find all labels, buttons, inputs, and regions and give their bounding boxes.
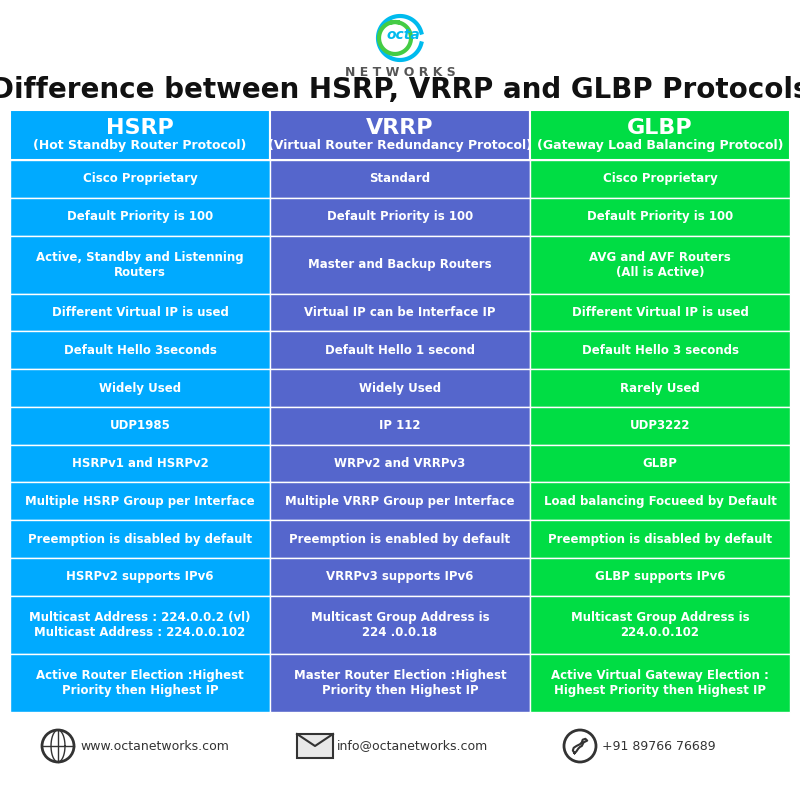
Text: Default Hello 3seconds: Default Hello 3seconds: [63, 344, 217, 357]
Text: Virtual IP can be Interface IP: Virtual IP can be Interface IP: [304, 306, 496, 319]
Text: Active Virtual Gateway Election :
Highest Priority then Highest IP: Active Virtual Gateway Election : Highes…: [551, 669, 769, 697]
FancyBboxPatch shape: [270, 160, 530, 198]
Text: Multicast Address : 224.0.0.2 (vl)
Multicast Address : 224.0.0.102: Multicast Address : 224.0.0.2 (vl) Multi…: [30, 611, 250, 639]
Text: Widely Used: Widely Used: [359, 382, 441, 394]
Text: Different Virtual IP is used: Different Virtual IP is used: [51, 306, 229, 319]
FancyBboxPatch shape: [270, 445, 530, 482]
Text: Default Priority is 100: Default Priority is 100: [67, 210, 213, 223]
Text: Load balancing Focueed by Default: Load balancing Focueed by Default: [543, 495, 777, 508]
FancyBboxPatch shape: [270, 520, 530, 558]
Text: GLBP: GLBP: [627, 118, 693, 138]
FancyBboxPatch shape: [270, 331, 530, 369]
Text: (Virtual Router Redundancy Protocol): (Virtual Router Redundancy Protocol): [268, 138, 532, 151]
Text: Cisco Proprietary: Cisco Proprietary: [602, 172, 718, 186]
FancyBboxPatch shape: [530, 110, 790, 160]
Text: Different Virtual IP is used: Different Virtual IP is used: [571, 306, 749, 319]
Text: Rarely Used: Rarely Used: [620, 382, 700, 394]
FancyBboxPatch shape: [270, 558, 530, 596]
Text: Widely Used: Widely Used: [99, 382, 181, 394]
FancyBboxPatch shape: [530, 482, 790, 520]
FancyBboxPatch shape: [297, 734, 333, 758]
Text: WRPv2 and VRRPv3: WRPv2 and VRRPv3: [334, 457, 466, 470]
Text: Multicast Group Address is
224.0.0.102: Multicast Group Address is 224.0.0.102: [570, 611, 750, 639]
Text: HSRPv1 and HSRPv2: HSRPv1 and HSRPv2: [72, 457, 208, 470]
Text: Multicast Group Address is
224 .0.0.18: Multicast Group Address is 224 .0.0.18: [310, 611, 490, 639]
FancyBboxPatch shape: [530, 558, 790, 596]
FancyBboxPatch shape: [10, 407, 270, 445]
FancyBboxPatch shape: [270, 654, 530, 712]
FancyBboxPatch shape: [530, 369, 790, 407]
FancyBboxPatch shape: [10, 558, 270, 596]
FancyBboxPatch shape: [270, 482, 530, 520]
Text: Cisco Proprietary: Cisco Proprietary: [82, 172, 198, 186]
Text: Multiple VRRP Group per Interface: Multiple VRRP Group per Interface: [286, 495, 514, 508]
Text: Default Hello 1 second: Default Hello 1 second: [325, 344, 475, 357]
FancyBboxPatch shape: [530, 445, 790, 482]
FancyBboxPatch shape: [530, 520, 790, 558]
FancyBboxPatch shape: [530, 198, 790, 235]
FancyBboxPatch shape: [10, 331, 270, 369]
Text: GLBP supports IPv6: GLBP supports IPv6: [594, 570, 726, 583]
FancyBboxPatch shape: [10, 160, 270, 198]
Text: UDP1985: UDP1985: [110, 419, 170, 432]
FancyBboxPatch shape: [270, 407, 530, 445]
FancyBboxPatch shape: [10, 482, 270, 520]
FancyBboxPatch shape: [270, 294, 530, 331]
FancyBboxPatch shape: [530, 596, 790, 654]
Text: VRRPv3 supports IPv6: VRRPv3 supports IPv6: [326, 570, 474, 583]
FancyBboxPatch shape: [530, 160, 790, 198]
FancyBboxPatch shape: [10, 235, 270, 294]
Text: VRRP: VRRP: [366, 118, 434, 138]
FancyBboxPatch shape: [270, 110, 530, 160]
Text: IP 112: IP 112: [379, 419, 421, 432]
Text: HSRPv2 supports IPv6: HSRPv2 supports IPv6: [66, 570, 214, 583]
Text: Preemption is enabled by default: Preemption is enabled by default: [290, 533, 510, 546]
FancyBboxPatch shape: [10, 520, 270, 558]
Text: N E T W O R K S: N E T W O R K S: [345, 66, 455, 79]
FancyBboxPatch shape: [10, 596, 270, 654]
Text: Default Hello 3 seconds: Default Hello 3 seconds: [582, 344, 738, 357]
Text: Difference between HSRP, VRRP and GLBP Protocols: Difference between HSRP, VRRP and GLBP P…: [0, 76, 800, 104]
FancyBboxPatch shape: [270, 235, 530, 294]
Text: Default Priority is 100: Default Priority is 100: [587, 210, 733, 223]
Text: UDP3222: UDP3222: [630, 419, 690, 432]
Text: Multiple HSRP Group per Interface: Multiple HSRP Group per Interface: [25, 495, 255, 508]
Text: info@octanetworks.com: info@octanetworks.com: [337, 739, 488, 753]
Text: Active, Standby and Listenning
Routers: Active, Standby and Listenning Routers: [36, 250, 244, 278]
FancyBboxPatch shape: [10, 369, 270, 407]
Text: +91 89766 76689: +91 89766 76689: [602, 739, 716, 753]
FancyBboxPatch shape: [530, 235, 790, 294]
FancyBboxPatch shape: [270, 596, 530, 654]
Text: www.octanetworks.com: www.octanetworks.com: [80, 739, 229, 753]
FancyBboxPatch shape: [530, 654, 790, 712]
FancyBboxPatch shape: [10, 294, 270, 331]
FancyBboxPatch shape: [530, 331, 790, 369]
Text: GLBP: GLBP: [642, 457, 678, 470]
Text: Preemption is disabled by default: Preemption is disabled by default: [28, 533, 252, 546]
Text: Master Router Election :Highest
Priority then Highest IP: Master Router Election :Highest Priority…: [294, 669, 506, 697]
FancyBboxPatch shape: [10, 654, 270, 712]
Text: Master and Backup Routers: Master and Backup Routers: [308, 258, 492, 271]
Text: HSRP: HSRP: [106, 118, 174, 138]
Text: AVG and AVF Routers
(All is Active): AVG and AVF Routers (All is Active): [589, 250, 731, 278]
Text: (Gateway Load Balancing Protocol): (Gateway Load Balancing Protocol): [537, 138, 783, 151]
Text: Preemption is disabled by default: Preemption is disabled by default: [548, 533, 772, 546]
FancyBboxPatch shape: [530, 294, 790, 331]
Text: Default Priority is 100: Default Priority is 100: [327, 210, 473, 223]
FancyBboxPatch shape: [270, 369, 530, 407]
FancyBboxPatch shape: [10, 198, 270, 235]
Text: Standard: Standard: [370, 172, 430, 186]
Text: (Hot Standby Router Protocol): (Hot Standby Router Protocol): [34, 138, 246, 151]
FancyBboxPatch shape: [530, 407, 790, 445]
FancyBboxPatch shape: [270, 198, 530, 235]
FancyBboxPatch shape: [10, 445, 270, 482]
Text: Active Router Election :Highest
Priority then Highest IP: Active Router Election :Highest Priority…: [36, 669, 244, 697]
Text: octa: octa: [386, 28, 420, 42]
FancyBboxPatch shape: [10, 110, 270, 160]
